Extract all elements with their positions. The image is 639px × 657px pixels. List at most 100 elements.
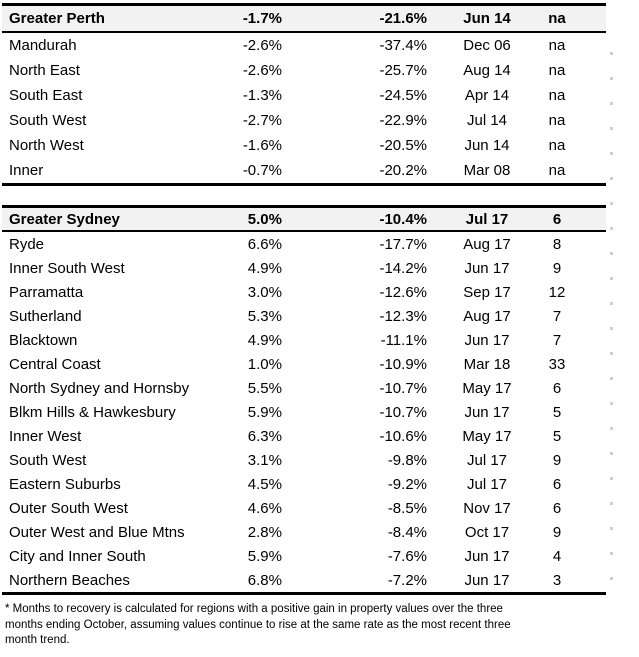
value2-cell: -10.7% <box>379 403 427 421</box>
value1-cell: 2.8% <box>247 523 282 541</box>
region-cell: Blacktown <box>9 331 78 349</box>
value1-cell: 4.9% <box>247 259 282 277</box>
months-cell: 6 <box>552 499 562 517</box>
value1-cell: 5.0% <box>222 206 284 232</box>
value1-cell: -2.6% <box>242 37 282 54</box>
date-cell: Apr 14 <box>464 87 510 104</box>
table-row: Central Coast 1.0% -10.9% Mar 18 33 <box>2 352 606 376</box>
value2-cell: -25.7% <box>379 62 427 79</box>
date-cell: Jun 17 <box>464 331 510 349</box>
value2-cell: -9.2% <box>387 475 427 493</box>
months-cell: na <box>548 37 566 54</box>
region-cell: City and Inner South <box>9 547 146 565</box>
footnote: * Months to recovery is calculated for r… <box>2 602 595 649</box>
table-row: South West -2.7% -22.9% Jul 14 na <box>2 108 606 133</box>
date-cell: Mar 18 <box>463 355 511 373</box>
table-row: North West -1.6% -20.5% Jun 14 na <box>2 133 606 158</box>
months-cell: na <box>548 87 566 104</box>
months-cell: 7 <box>552 331 562 349</box>
months-cell: 33 <box>548 355 566 373</box>
value2-cell: -11.1% <box>380 331 427 349</box>
section-header-row: Greater Perth -1.7% -21.6% Jun 14 na <box>2 4 606 33</box>
region-cell: Greater Perth <box>2 4 222 33</box>
table-row: Blacktown 4.9% -11.1% Jun 17 7 <box>2 328 606 352</box>
greater-perth-table: Greater Perth -1.7% -21.6% Jun 14 na Man… <box>2 3 606 186</box>
date-cell: Jun 17 <box>464 403 510 421</box>
date-cell: Jun 17 <box>464 571 510 589</box>
months-cell: 9 <box>552 523 562 541</box>
table-row: Ryde 6.6% -17.7% Aug 17 8 <box>2 231 606 256</box>
value2-cell: -9.8% <box>387 451 427 469</box>
value2-cell: -37.4% <box>379 37 427 54</box>
date-cell: Aug 17 <box>463 307 511 325</box>
date-cell: Aug 17 <box>463 235 511 253</box>
filler-cell <box>567 544 606 568</box>
value1-cell: 3.0% <box>247 283 282 301</box>
value1-cell: 6.6% <box>247 235 282 253</box>
value2-cell: -10.9% <box>379 355 427 373</box>
table-row: Outer South West 4.6% -8.5% Nov 17 6 <box>2 496 606 520</box>
region-cell: North West <box>9 137 84 154</box>
date-cell: May 17 <box>462 427 512 445</box>
date-cell: Jul 14 <box>466 112 508 129</box>
months-cell: 9 <box>552 259 562 277</box>
table-row: Eastern Suburbs 4.5% -9.2% Jul 17 6 <box>2 472 606 496</box>
filler-cell <box>567 568 606 594</box>
table-row: Parramatta 3.0% -12.6% Sep 17 12 <box>2 280 606 304</box>
table-row: Outer West and Blue Mtns 2.8% -8.4% Oct 17 9 <box>2 520 606 544</box>
table-row: Inner West 6.3% -10.6% May 17 5 <box>2 424 606 448</box>
filler-cell <box>567 304 606 328</box>
cropped-gridline-artifacts <box>610 30 613 595</box>
region-cell: Central Coast <box>9 355 101 373</box>
region-cell: South West <box>9 112 87 129</box>
value2-cell: -7.2% <box>387 571 427 589</box>
value1-cell: 1.0% <box>247 355 282 373</box>
value1-cell: 4.5% <box>247 475 282 493</box>
table-row: North East -2.6% -25.7% Aug 14 na <box>2 58 606 83</box>
filler-cell <box>567 352 606 376</box>
value2-cell: -7.6% <box>387 547 427 565</box>
value2-cell: -10.4% <box>284 206 427 232</box>
months-cell: 4 <box>552 547 562 565</box>
date-cell: May 17 <box>462 379 512 397</box>
filler-cell <box>567 448 606 472</box>
date-cell: Sep 17 <box>463 283 511 301</box>
section-header-row: Greater Sydney 5.0% -10.4% Jul 17 6 <box>2 206 606 232</box>
filler-cell <box>567 280 606 304</box>
date-cell: Jun 17 <box>464 547 510 565</box>
value2-cell: -12.3% <box>379 307 427 325</box>
filler-cell <box>567 58 606 83</box>
greater-sydney-table: Greater Sydney 5.0% -10.4% Jul 17 6 Ryde… <box>2 205 606 595</box>
region-cell: Greater Sydney <box>2 206 222 232</box>
region-cell: South East <box>9 87 83 104</box>
value1-cell: 5.9% <box>247 547 282 565</box>
table-row: South East -1.3% -24.5% Apr 14 na <box>2 83 606 108</box>
region-cell: Northern Beaches <box>9 571 130 589</box>
value2-cell: -14.2% <box>379 259 427 277</box>
table-row: Northern Beaches 6.8% -7.2% Jun 17 3 <box>2 568 606 594</box>
region-cell: Mandurah <box>9 37 77 54</box>
months-cell: 7 <box>552 307 562 325</box>
months-cell: 6 <box>552 379 562 397</box>
table-row: Blkm Hills & Hawkesbury 5.9% -10.7% Jun 17 5 <box>2 400 606 424</box>
months-cell: 5 <box>552 427 562 445</box>
value2-cell: -22.9% <box>379 112 427 129</box>
filler-cell <box>567 108 606 133</box>
date-cell: Nov 17 <box>463 499 511 517</box>
filler-cell <box>567 400 606 424</box>
months-cell: na <box>548 112 566 129</box>
value2-cell: -12.6% <box>379 283 427 301</box>
table-row: Inner South West 4.9% -14.2% Jun 17 9 <box>2 256 606 280</box>
months-cell: 6 <box>552 475 562 493</box>
months-cell: na <box>548 162 566 179</box>
value1-cell: 6.8% <box>247 571 282 589</box>
filler-cell <box>567 496 606 520</box>
date-cell: Jun 14 <box>427 4 547 33</box>
date-cell: Oct 17 <box>464 523 510 541</box>
filler-cell <box>567 4 606 33</box>
filler-cell <box>567 328 606 352</box>
table-row: Inner -0.7% -20.2% Mar 08 na <box>2 158 606 185</box>
months-cell: 6 <box>547 206 567 232</box>
value2-cell: -10.6% <box>379 427 427 445</box>
region-cell: North Sydney and Hornsby <box>9 379 190 397</box>
